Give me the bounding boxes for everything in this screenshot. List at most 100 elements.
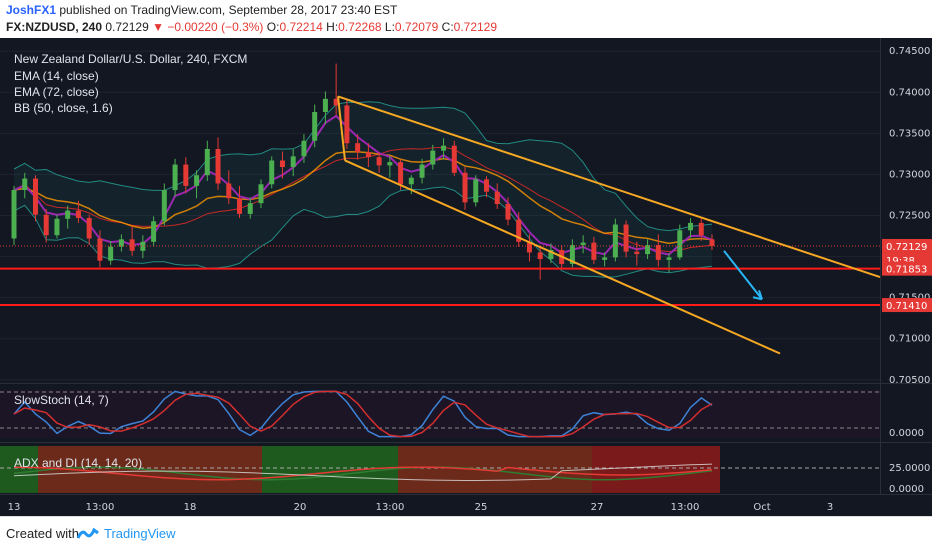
candle-body — [419, 164, 425, 178]
price-change: −0.00220 (−0.3%) — [167, 20, 264, 34]
candle-body — [11, 190, 17, 239]
time-tick-label: 25 — [475, 502, 488, 513]
created-with-text: Created with — [6, 526, 79, 541]
price-label-text: 0.71410 — [886, 301, 927, 312]
candle-body — [709, 239, 715, 246]
candle-body — [301, 140, 307, 157]
ohlc-line: FX:NZDUSD, 240 0.72129 ▼ −0.00220 (−0.3%… — [6, 20, 497, 34]
adx-line — [13, 463, 713, 481]
header-bar: JoshFX1 published on TradingView.com, Se… — [0, 0, 932, 38]
candle-body — [118, 239, 124, 247]
tradingview-brand[interactable]: TradingView — [104, 526, 176, 541]
candle-body — [365, 152, 371, 158]
bollinger-fill — [14, 101, 712, 278]
candle-body — [526, 241, 532, 253]
candle-body — [516, 219, 522, 242]
candle-body — [237, 198, 243, 214]
low-label: L: — [384, 20, 395, 34]
stoch-k-line — [13, 390, 713, 438]
candle-body — [290, 156, 296, 168]
symbol-label: FX:NZDUSD, 240 — [6, 20, 103, 34]
author-name[interactable]: JoshFX1 — [6, 3, 57, 17]
low-value: 0.72079 — [394, 20, 439, 34]
close-value: 0.72129 — [453, 20, 498, 34]
candle-body — [494, 191, 500, 204]
stoch-tick-label: 0.0000 — [889, 428, 924, 439]
time-tick-label: 27 — [591, 502, 604, 513]
chart-area[interactable]: 0.745000.740000.735000.730000.725000.720… — [0, 38, 932, 516]
price-label-box — [882, 261, 932, 276]
candle-body — [462, 172, 468, 203]
candle-body — [108, 246, 114, 261]
di-minus-line — [13, 466, 713, 481]
time-axis-divider — [0, 494, 932, 495]
candle-body — [655, 245, 661, 260]
time-tick-label: 18 — [184, 502, 197, 513]
candle-body — [183, 164, 189, 186]
price-axis-divider — [880, 38, 881, 494]
candle-body — [312, 112, 318, 141]
price-chart-svg[interactable]: 0.745000.740000.735000.730000.725000.720… — [0, 38, 932, 516]
candle-body — [322, 98, 328, 112]
pane-divider — [0, 442, 932, 443]
adx-tick-label: 0.0000 — [889, 484, 924, 495]
candle-body — [65, 210, 71, 219]
open-label: O: — [266, 20, 280, 34]
channel-lower-line — [344, 159, 781, 355]
candle-body — [194, 175, 200, 186]
candle-body — [591, 242, 597, 260]
projection-arrow-line — [723, 250, 763, 300]
chart-title-legend: New Zealand Dollar/U.S. Dollar, 240, FXC… — [14, 52, 248, 66]
adx-tick-label: 25.0000 — [889, 463, 930, 474]
ema72-line — [13, 151, 713, 245]
candle-body — [398, 162, 404, 185]
time-tick-label: 3 — [827, 502, 833, 513]
candle-body — [344, 105, 350, 144]
high-label: H: — [326, 20, 339, 34]
candle-body — [129, 239, 135, 251]
candle-body — [623, 224, 629, 252]
adx-background-band — [262, 446, 398, 493]
bollinger-lower-line — [13, 186, 713, 278]
time-tick-label: Oct — [753, 502, 770, 513]
price-tick-label: 0.71000 — [889, 334, 930, 345]
price-tick-label: 0.74000 — [889, 87, 930, 98]
adx-legend: ADX and DI (14, 14, 20) — [14, 456, 143, 470]
ema14-legend: EMA (14, close) — [14, 69, 99, 83]
candle-body — [505, 204, 511, 220]
candle-body — [355, 143, 361, 153]
tradingview-logo-icon[interactable] — [76, 525, 100, 546]
time-tick-label: 13:00 — [86, 502, 115, 513]
candle-body — [688, 222, 694, 231]
time-tick-label: 13 — [8, 502, 21, 513]
candle-body — [634, 251, 640, 255]
candle-body — [645, 245, 651, 255]
price-label-text: 0.71853 — [886, 265, 927, 276]
high-value: 0.72268 — [338, 20, 382, 34]
price-label-text: 19:38 — [886, 256, 915, 267]
chart-background — [0, 38, 932, 516]
price-label-box — [882, 238, 932, 253]
candle-body — [204, 148, 210, 176]
candle-body — [75, 210, 81, 218]
price-tick-label: 0.74500 — [889, 46, 930, 57]
candle-body — [569, 245, 575, 264]
candle-body — [537, 252, 543, 260]
candle-body — [483, 179, 489, 192]
candle-body — [226, 183, 232, 199]
candle-body — [32, 178, 38, 215]
candle-body — [698, 222, 704, 236]
candle-body — [43, 214, 49, 236]
candle-body — [376, 157, 382, 166]
pane-divider — [0, 383, 932, 384]
adx-background-band — [398, 446, 592, 493]
candle-body — [473, 179, 479, 203]
ema72-legend: EMA (72, close) — [14, 85, 99, 99]
open-value: 0.72214 — [279, 20, 323, 34]
price-tick-label: 0.73000 — [889, 169, 930, 180]
candle-body — [430, 150, 436, 165]
published-text: published on TradingView.com, September … — [59, 3, 398, 17]
candle-body — [140, 241, 146, 251]
candle-body — [151, 221, 157, 242]
candle-body — [258, 184, 264, 204]
